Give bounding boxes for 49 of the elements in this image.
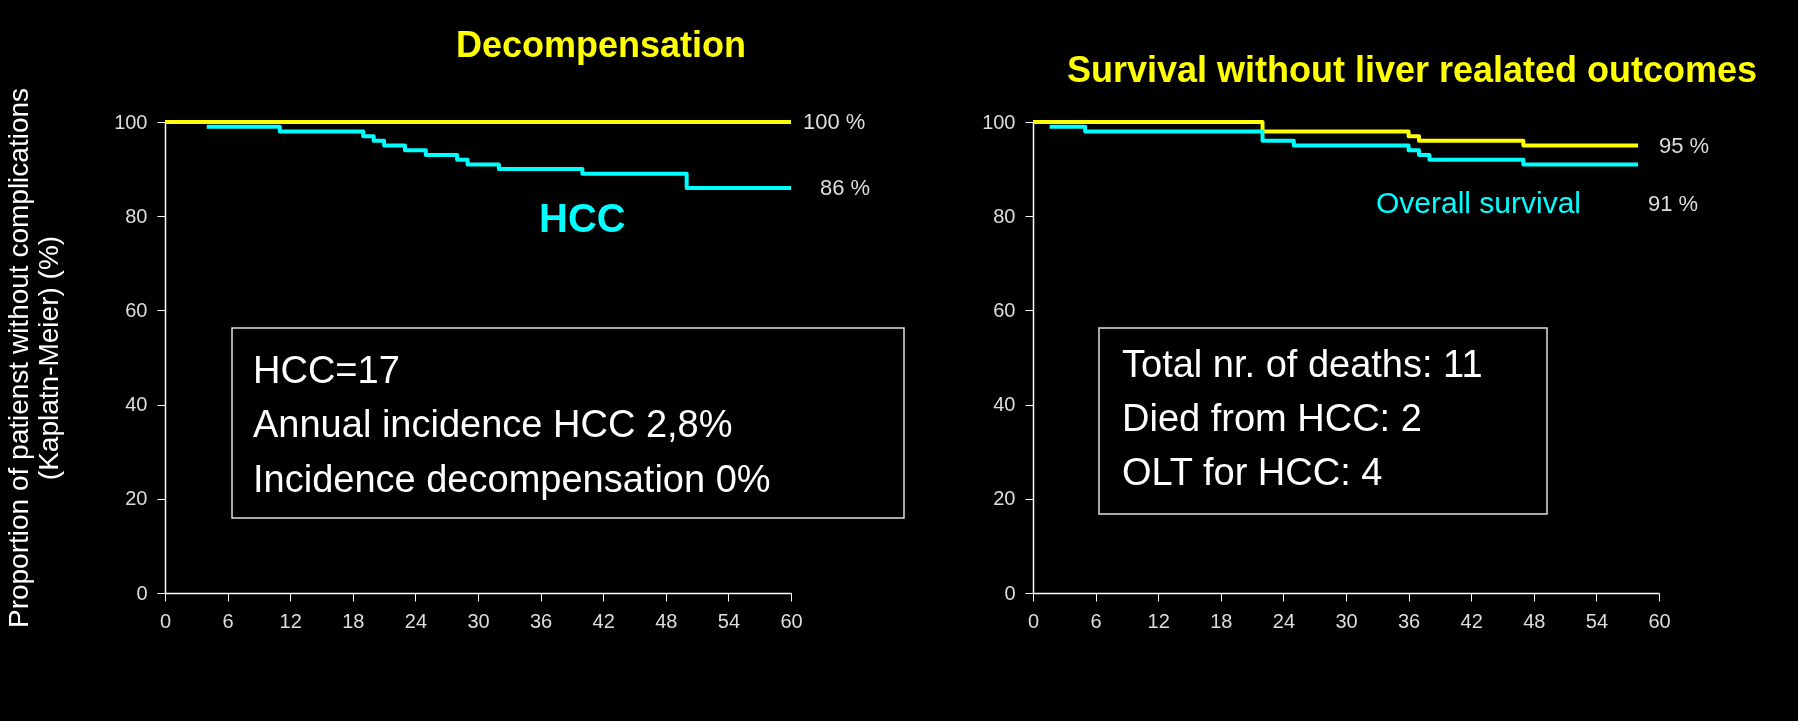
x-tick-label: 54 xyxy=(717,609,741,632)
x-tick-label: 24 xyxy=(1272,609,1296,632)
series-label: Overall survival xyxy=(1375,185,1581,219)
annotation: Annual incidence HCC 2,8% xyxy=(253,403,733,445)
y-tick-label: 20 xyxy=(125,487,148,510)
x-tick-label: 0 xyxy=(159,609,172,632)
x-tick-label: 36 xyxy=(1397,609,1421,632)
x-tick-label: 0 xyxy=(1027,609,1040,632)
annotation: 95 % xyxy=(1659,133,1710,158)
y-tick-label: 80 xyxy=(125,204,148,227)
x-tick-label: 12 xyxy=(1147,609,1170,632)
x-tick-label: 54 xyxy=(1585,609,1609,632)
chart-title: Survival without liver realated outcomes xyxy=(1066,49,1758,90)
x-tick-label: 60 xyxy=(1648,609,1671,632)
x-tick-label: 42 xyxy=(592,609,615,632)
x-tick-label: 42 xyxy=(1460,609,1483,632)
x-tick-label: 36 xyxy=(529,609,553,632)
text: 100 % xyxy=(803,109,866,134)
y-tick-label: 20 xyxy=(993,487,1016,510)
x-tick-label: 30 xyxy=(467,609,490,632)
annotation: HCC=17 xyxy=(253,349,400,391)
y-tick-label: 0 xyxy=(1004,581,1016,604)
x-tick-label: 60 xyxy=(780,609,803,632)
x-tick-label: 6 xyxy=(222,609,234,632)
y-tick-label: 60 xyxy=(993,298,1016,321)
x-tick-label: 18 xyxy=(342,609,365,632)
annotation: OLT for HCC: 4 xyxy=(1122,451,1383,493)
chart-title: Decompensation xyxy=(455,24,747,66)
y-tick-label: 100 xyxy=(114,110,148,133)
y-tick-label: 80 xyxy=(993,204,1016,227)
x-tick-label: 6 xyxy=(1090,609,1102,632)
text: 86 % xyxy=(820,175,871,200)
annotation: Died from HCC: 2 xyxy=(1122,397,1422,439)
x-tick-label: 48 xyxy=(1523,609,1546,632)
y-tick-label: 40 xyxy=(125,393,148,416)
y-tick-label: 60 xyxy=(125,298,148,321)
x-tick-label: 30 xyxy=(1335,609,1358,632)
y-tick-label: 100 xyxy=(982,110,1016,133)
annotation: 91 % xyxy=(1648,191,1699,216)
x-tick-label: 24 xyxy=(404,609,428,632)
annotation: Total nr. of deaths: 11 xyxy=(1122,343,1483,385)
y-tick-label: 0 xyxy=(136,581,148,604)
x-tick-label: 12 xyxy=(279,609,302,632)
annotation: Incidence decompensation 0% xyxy=(253,458,771,500)
y-tick-label: 40 xyxy=(993,393,1016,416)
x-tick-label: 48 xyxy=(655,609,678,632)
y-axis-title: Proportion of patienst without complications (Kaplatn-Meier) (%) xyxy=(3,87,65,629)
series-label: HCC xyxy=(539,195,626,240)
x-tick-label: 18 xyxy=(1210,609,1233,632)
